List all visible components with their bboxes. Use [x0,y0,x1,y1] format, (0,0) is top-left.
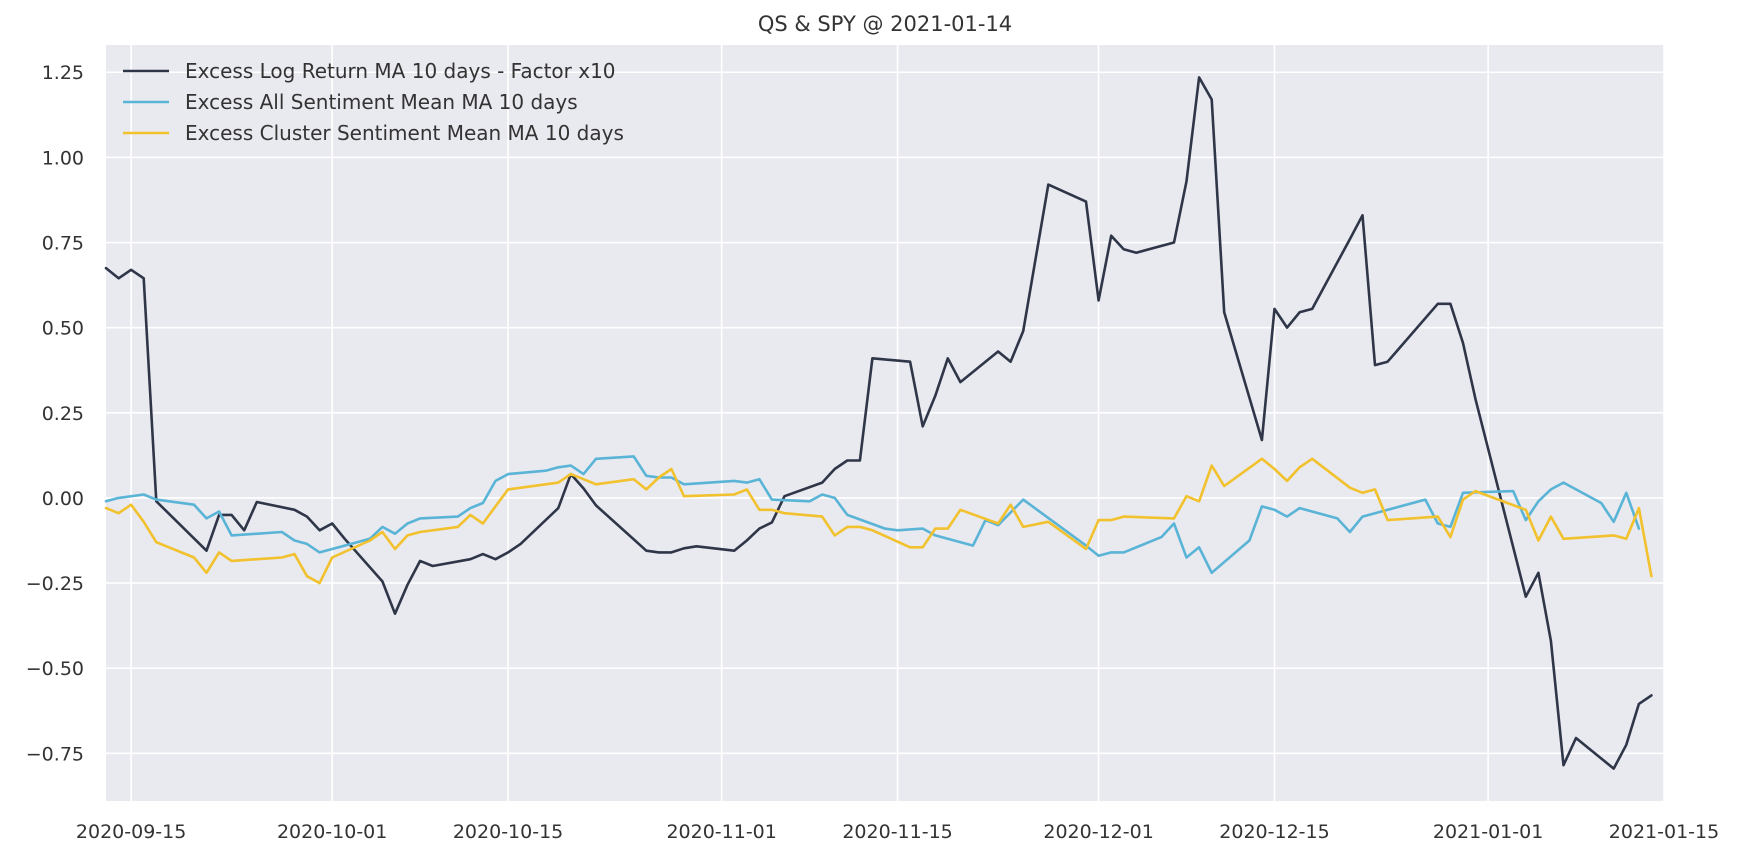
chart-title: QS & SPY @ 2021-01-14 [758,12,1012,36]
series-excess-log-return-line [104,76,1653,770]
x-tick-label: 2020-12-01 [1043,821,1153,843]
legend-item: Excess Cluster Sentiment Mean MA 10 days [123,121,624,145]
y-tick-label: −0.75 [26,743,84,765]
series-lines [104,76,1653,770]
series-cluster-sentiment-line [104,457,1653,585]
legend: Excess Log Return MA 10 days - Factor x1… [123,59,624,145]
y-tick-label: −0.25 [26,573,84,595]
y-tick-label: −0.50 [26,658,84,680]
x-tick-label: 2020-11-15 [842,821,952,843]
y-tick-label: 1.00 [42,147,84,169]
y-tick-label: 0.50 [42,318,84,340]
y-tick-label: 0.25 [42,403,84,425]
y-tick-label: 0.75 [42,233,84,255]
y-axis-ticks: −0.75 −0.50 −0.25 0.00 0.25 0.50 0.75 1.00 1.25 [26,62,84,765]
legend-label: Excess Cluster Sentiment Mean MA 10 days [185,121,624,145]
x-tick-label: 2020-09-15 [76,821,186,843]
legend-label: Excess Log Return MA 10 days - Factor x1… [185,59,616,83]
y-tick-label: 0.00 [42,488,84,510]
x-tick-label: 2020-10-15 [453,821,563,843]
series-all-sentiment-line [104,455,1641,575]
x-tick-label: 2021-01-01 [1433,821,1543,843]
x-tick-label: 2021-01-15 [1609,821,1719,843]
x-tick-label: 2020-10-01 [277,821,387,843]
x-axis-ticks: 2020-09-15 2020-10-01 2020-10-15 2020-11-01… [76,821,1719,843]
x-tick-label: 2020-12-15 [1219,821,1329,843]
legend-item: Excess Log Return MA 10 days - Factor x1… [123,59,616,83]
x-tick-label: 2020-11-01 [666,821,776,843]
legend-label: Excess All Sentiment Mean MA 10 days [185,90,578,114]
legend-item: Excess All Sentiment Mean MA 10 days [123,90,578,114]
grid [106,45,1665,801]
plot-area [106,45,1664,801]
y-tick-label: 1.25 [42,62,84,84]
